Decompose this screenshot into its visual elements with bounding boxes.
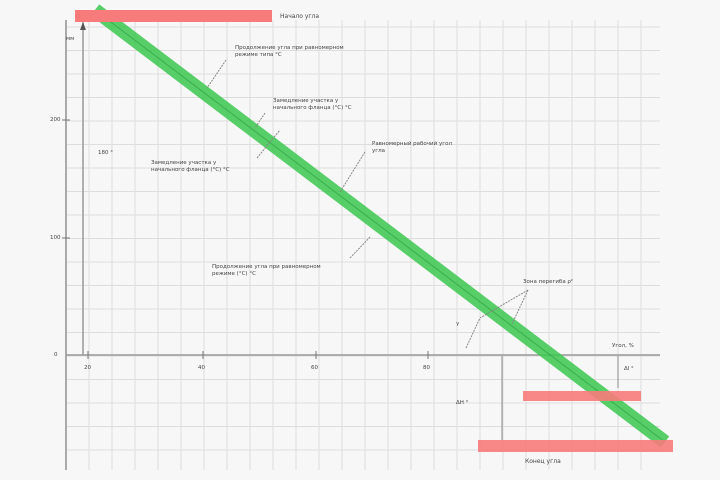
y-tick-label: 200: [50, 117, 61, 123]
gamma-label: γ: [456, 321, 460, 327]
annotation-4: Равномерный рабочий угол угла: [372, 141, 452, 154]
annotation-1: Продолжение угла при равномерном режиме т…: [235, 45, 344, 58]
annotation-3: Замедление участка у начального фланца (°…: [151, 160, 230, 173]
x-tick-label: 20: [84, 365, 91, 371]
band-centerline: [94, 9, 666, 443]
annotation-2: Замедление участка у начального фланца (°…: [273, 98, 352, 111]
top-bar-label: Начало угла: [280, 13, 320, 20]
middle-bar: [523, 391, 641, 401]
y-axis-label: мм: [66, 36, 75, 42]
bottom-bar: [478, 440, 673, 452]
x-tick-label: 60: [311, 365, 318, 371]
y-axis-arrow: [80, 22, 86, 30]
leaders: [206, 59, 529, 349]
left-value: 180 °: [98, 150, 113, 156]
y-tick-label: 0: [54, 352, 58, 358]
annotation-5: Продолжение угла при равномерном режиме (…: [212, 264, 321, 277]
bottom-bar-label: Конец угла: [525, 458, 561, 465]
ticks: [62, 119, 429, 359]
top-bar: [75, 10, 272, 22]
x-axis-label: Угол, %: [612, 343, 634, 349]
x-tick-label: 40: [198, 365, 205, 371]
zone-label: Зона перегиба ρ²: [523, 279, 574, 285]
delta-small-label: Δl °: [624, 366, 634, 372]
y-tick-label: 100: [50, 235, 61, 241]
x-tick-label: 80: [423, 365, 430, 371]
delta-large-label: ΔH °: [456, 400, 469, 406]
